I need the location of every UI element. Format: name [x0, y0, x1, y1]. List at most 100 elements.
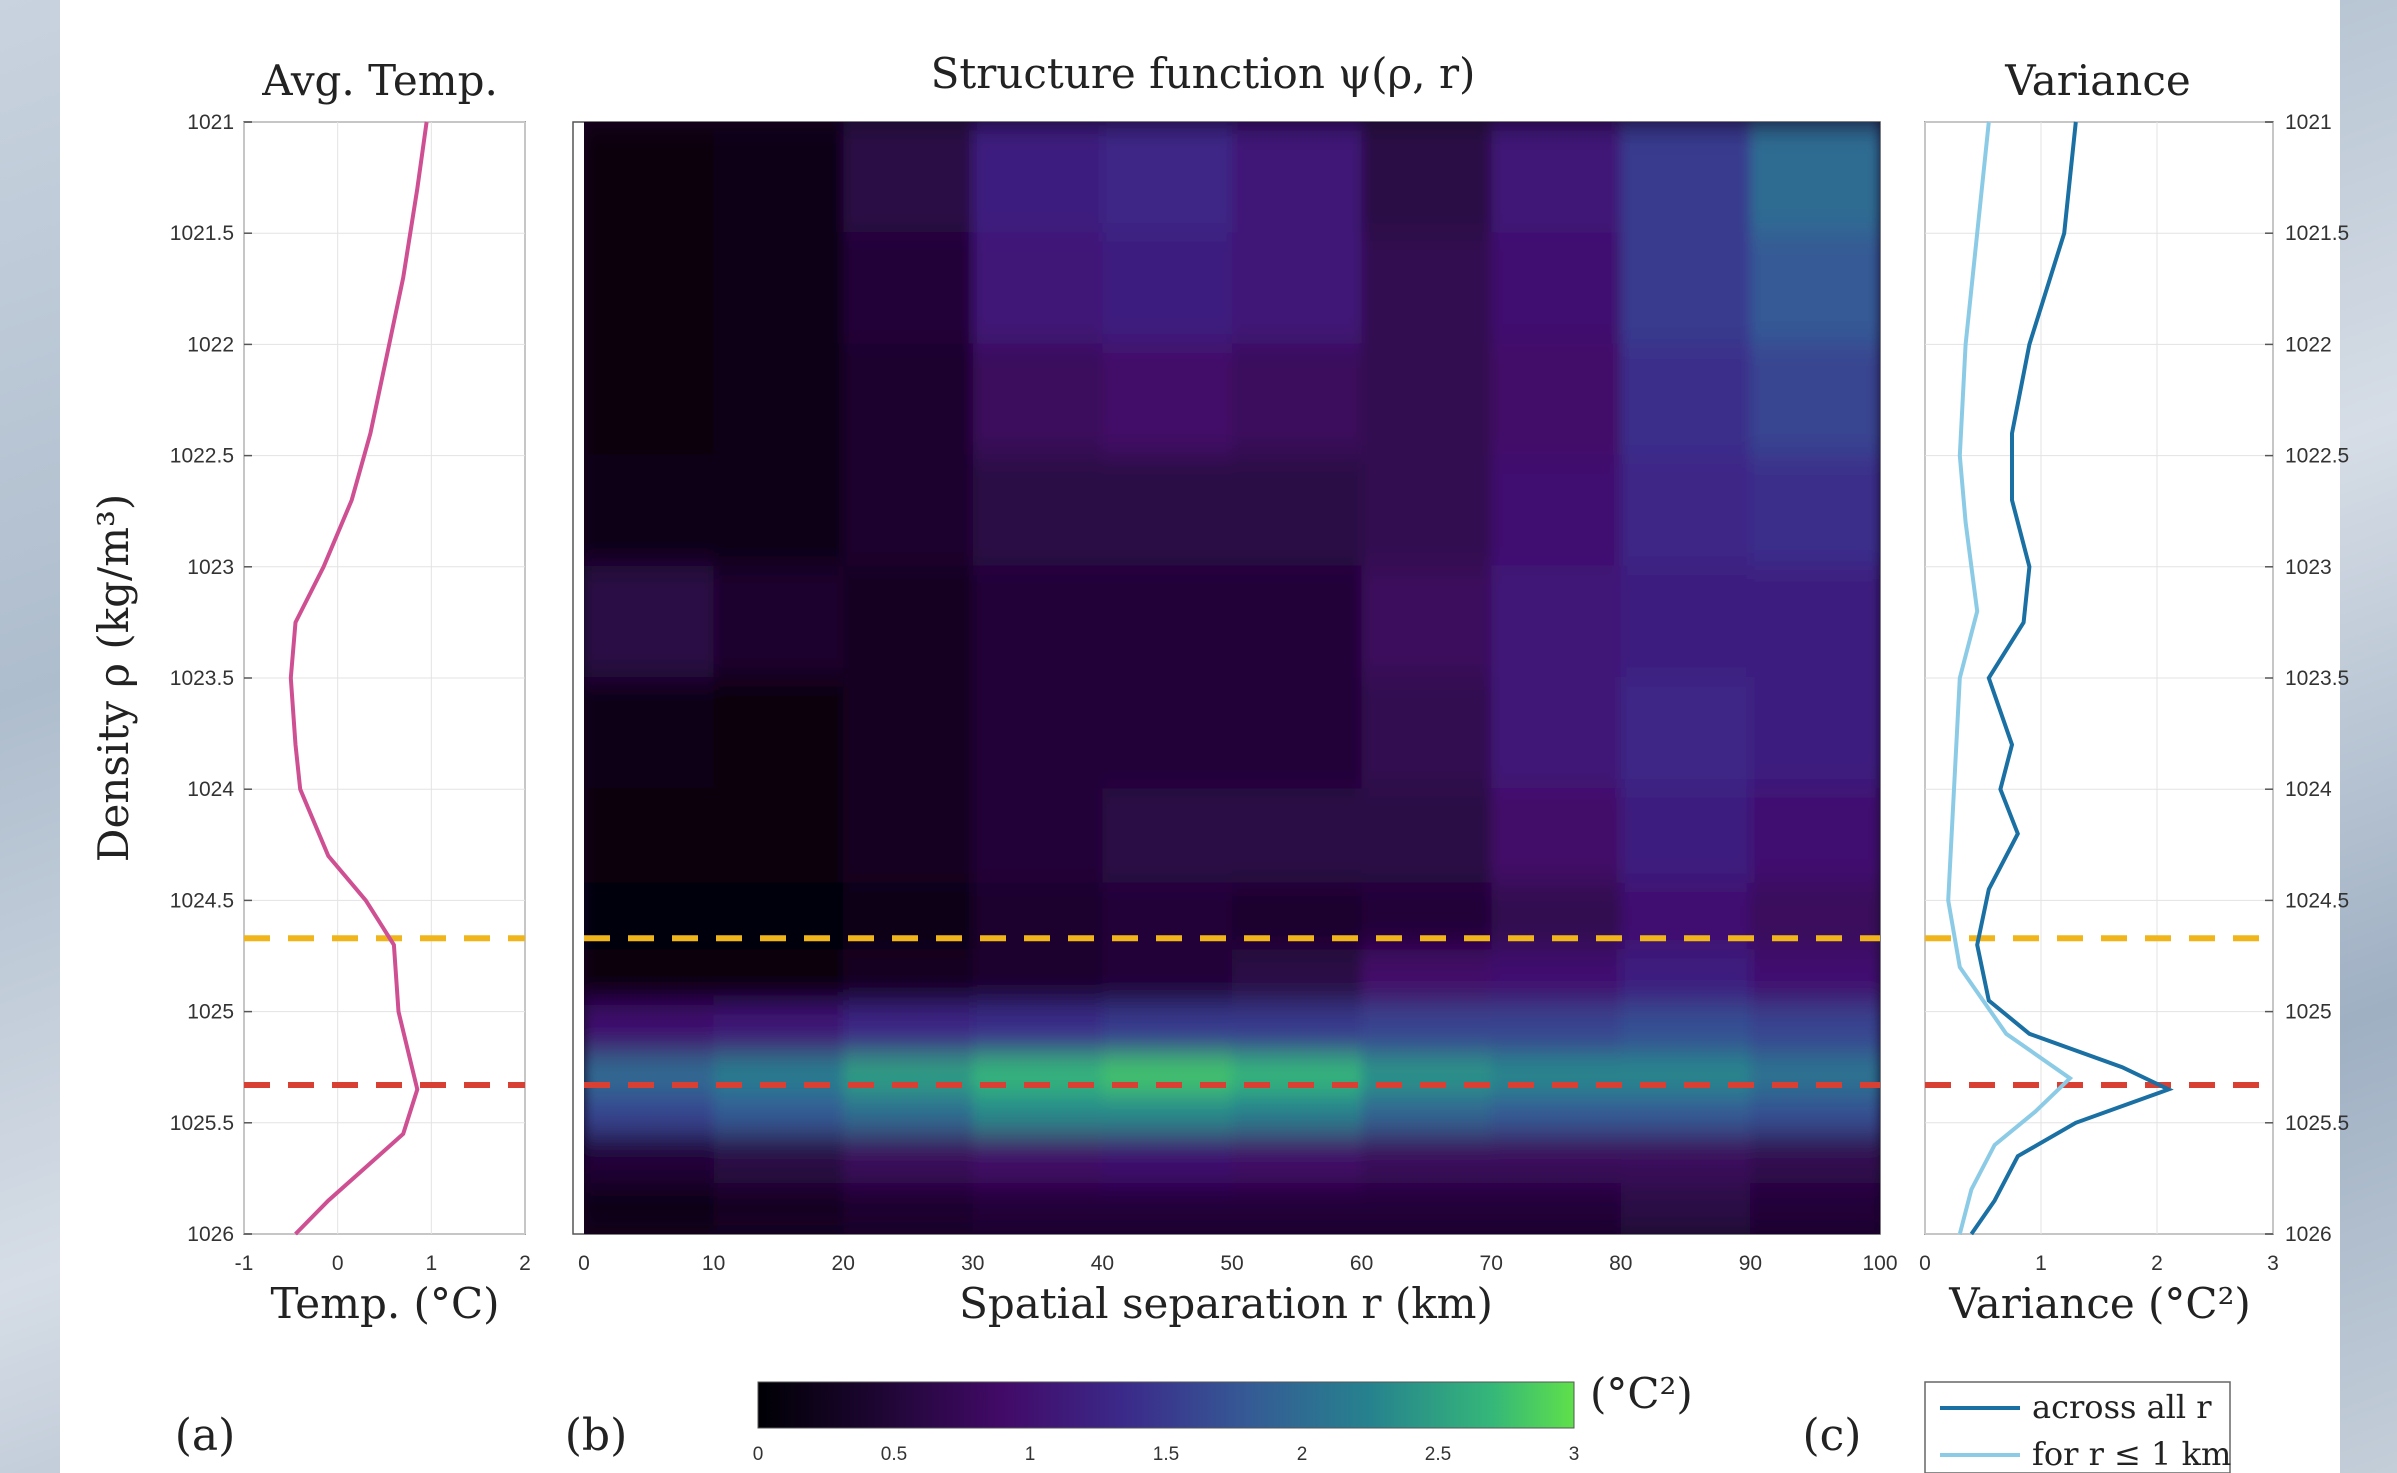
heatmap-cell — [1491, 122, 1622, 235]
heatmap-cell — [1620, 1183, 1752, 1234]
heatmap-cell — [713, 343, 845, 457]
heatmap-cell — [1750, 949, 1880, 1007]
heatmap-cell — [584, 1183, 715, 1234]
heatmap-cell — [843, 232, 974, 346]
panel-c-label: (c) — [1803, 1410, 1862, 1461]
heatmap-cell — [843, 1132, 974, 1185]
heatmap-cell — [1102, 788, 1233, 885]
panel-b-structure-function: Structure function ψ(ρ, r) 0 10 20 30 40 50 60… — [565, 49, 1898, 1465]
heatmap-cell — [1620, 788, 1752, 885]
heatmap-cell — [1361, 232, 1493, 346]
heatmap-cell — [713, 232, 845, 346]
panel-c-y-tick-label: 1023.5 — [2285, 667, 2349, 690]
panel-c-x-tick-label: 2 — [2151, 1252, 2163, 1275]
panel-b-x-tick-label: 70 — [1480, 1252, 1503, 1275]
panel-a-y-tick-label: 1022.5 — [170, 445, 234, 468]
heatmap-cell — [713, 122, 845, 235]
heatmap-cell — [584, 788, 715, 885]
panel-a-y-tick-label: 1021 — [187, 111, 234, 134]
heatmap-cell — [1232, 122, 1363, 235]
heatmap-cell — [843, 1094, 974, 1135]
panel-b-x-tick-label: 80 — [1609, 1252, 1632, 1275]
heatmap-cell — [1750, 454, 1880, 568]
panel-c-x-tick-label: 1 — [2035, 1252, 2047, 1275]
panel-c-y-ticks: 1021 1021.5 1022 1022.5 1023 1023.5 1024 1024.5… — [2265, 111, 2349, 1246]
heatmap-cell — [1750, 122, 1880, 235]
panel-c-x-ticks: 0 1 2 3 — [1919, 1252, 2279, 1275]
panel-a-y-tick-label: 1025.5 — [170, 1112, 234, 1135]
heatmap-cell — [1750, 1005, 1880, 1057]
panel-a-y-tick-label: 1026 — [187, 1223, 234, 1246]
panel-b-reference-lines — [584, 935, 1880, 1088]
heatmap-cell — [584, 122, 715, 235]
panel-c-y-tick-label: 1025.5 — [2285, 1112, 2349, 1135]
heatmap-cell — [1620, 1005, 1752, 1057]
heatmap-cell — [713, 949, 845, 1007]
panel-b-x-tick-label: 30 — [961, 1252, 984, 1275]
heatmap-cell — [1232, 565, 1363, 679]
heatmap-cell — [584, 232, 715, 346]
panel-b-x-tick-label: 20 — [832, 1252, 855, 1275]
heatmap-cell — [1620, 1094, 1752, 1135]
heatmap-cell — [1491, 1055, 1622, 1096]
panel-b-x-tick-label: 90 — [1739, 1252, 1762, 1275]
heatmap-cell — [1232, 1132, 1363, 1185]
panel-b-title: Structure function ψ(ρ, r) — [931, 49, 1476, 98]
panel-c-x-tick-label: 3 — [2267, 1252, 2279, 1275]
panel-a-reference-lines — [244, 935, 525, 1088]
heatmap-cell — [843, 788, 974, 885]
panel-c-y-tick-label: 1026 — [2285, 1223, 2332, 1246]
heatmap-cell — [1491, 677, 1622, 791]
panel-a-title: Avg. Temp. — [261, 56, 498, 105]
density-y-label: Density ρ (kg/m³) — [89, 494, 138, 862]
panel-a-x-tick-label: 2 — [519, 1252, 531, 1275]
heatmap-cell — [1361, 454, 1493, 568]
variance-all-line — [1969, 121, 2174, 1236]
heatmap-cell — [1361, 677, 1493, 791]
heatmap-cell — [1102, 343, 1233, 457]
heatmap-cell — [843, 343, 974, 457]
heatmap-cell — [1232, 1005, 1363, 1057]
panel-a-y-tick-label: 1025 — [187, 1001, 234, 1024]
heatmap-cells — [584, 122, 1880, 1234]
panel-a-x-tick-label: 1 — [425, 1252, 437, 1275]
panel-c-y-tick-label: 1024 — [2285, 778, 2332, 801]
panel-a-y-tick-label: 1023 — [187, 556, 234, 579]
panel-c-y-tick-label: 1021 — [2285, 111, 2332, 134]
heatmap-cell — [972, 1132, 1104, 1185]
panel-a-label: (a) — [175, 1410, 236, 1461]
heatmap-cell — [1232, 1055, 1363, 1096]
heatmap-cell — [1491, 343, 1622, 457]
colorbar-tick-label: 1 — [1025, 1444, 1036, 1465]
panel-b-x-tick-label: 60 — [1350, 1252, 1373, 1275]
panel-a-x-ticks: -1 0 1 2 — [235, 1252, 531, 1275]
heatmap-cell — [1361, 1055, 1493, 1096]
heatmap-cell — [713, 788, 845, 885]
variance-short-line — [1946, 121, 2074, 1235]
heatmap-cell — [584, 1055, 715, 1096]
heatmap-cell — [713, 1183, 845, 1234]
avg-temp-line — [288, 121, 429, 1236]
heatmap-cell — [1361, 1132, 1493, 1185]
heatmap-cell — [1232, 343, 1363, 457]
heatmap-cell — [1620, 949, 1752, 1007]
heatmap-cell — [843, 949, 974, 1007]
heatmap-cell — [1491, 788, 1622, 885]
variance-legend: across all r for r ≤ 1 km — [1924, 1381, 2231, 1473]
heatmap-cell — [1620, 343, 1752, 457]
panel-b-x-label: Spatial separation r (km) — [959, 1279, 1493, 1328]
heatmap-cell — [972, 1005, 1104, 1057]
heatmap-cell — [972, 1183, 1104, 1234]
panel-a-y-tick-label: 1021.5 — [170, 222, 234, 245]
legend-entry-short: for r ≤ 1 km — [2032, 1435, 2231, 1473]
heatmap-cell — [1491, 1132, 1622, 1185]
heatmap-cell — [1102, 1005, 1233, 1057]
heatmap-cell — [1491, 1005, 1622, 1057]
heatmap-cell — [1232, 1183, 1363, 1234]
heatmap-cell — [1620, 232, 1752, 346]
heatmap-cell — [1361, 565, 1493, 679]
heatmap-cell — [584, 343, 715, 457]
heatmap-cell — [843, 454, 974, 568]
heatmap-cell — [584, 677, 715, 791]
